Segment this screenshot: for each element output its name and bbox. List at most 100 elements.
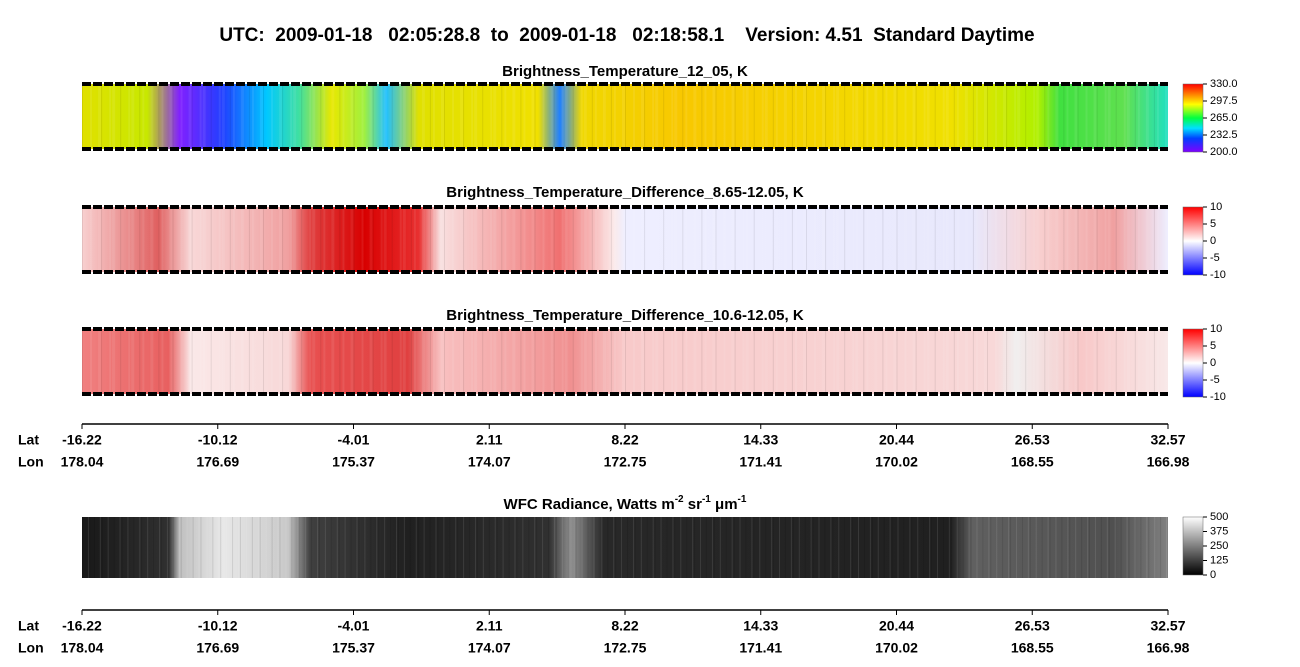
texture	[263, 84, 264, 149]
texture	[896, 84, 898, 149]
image-strip	[82, 207, 1168, 272]
texture	[1047, 207, 1050, 272]
colorbar-label: 5	[1210, 218, 1216, 230]
texture	[654, 517, 656, 578]
texture	[1055, 84, 1059, 149]
texture	[290, 329, 293, 394]
texture	[704, 329, 707, 394]
texture	[904, 329, 907, 394]
texture	[1063, 329, 1065, 394]
texture	[550, 329, 554, 394]
lon-label: 178.04	[61, 454, 104, 470]
texture	[666, 517, 668, 578]
colorbar	[1182, 516, 1204, 576]
texture	[1087, 517, 1089, 578]
texture	[248, 84, 250, 149]
texture	[909, 517, 911, 578]
texture	[745, 329, 749, 394]
texture	[516, 517, 518, 578]
texture	[531, 329, 535, 394]
texture	[372, 329, 374, 394]
texture	[1055, 517, 1057, 578]
texture	[996, 517, 998, 578]
texture	[680, 517, 682, 578]
texture	[1123, 329, 1126, 394]
texture	[1153, 207, 1155, 272]
texture	[534, 84, 536, 149]
texture	[488, 517, 490, 578]
texture	[1145, 207, 1149, 272]
texture	[1047, 84, 1050, 149]
texture	[833, 207, 836, 272]
texture	[779, 517, 781, 578]
colorbar-label: 0	[1210, 357, 1216, 369]
texture	[962, 517, 964, 578]
texture	[1077, 207, 1079, 272]
texture	[701, 329, 703, 394]
colorbar-label: -10	[1210, 391, 1226, 403]
texture	[1153, 329, 1155, 394]
texture	[90, 207, 93, 272]
texture	[641, 329, 645, 394]
texture	[833, 329, 836, 394]
texture	[361, 84, 364, 149]
texture	[764, 329, 768, 394]
texture	[440, 329, 444, 394]
texture	[644, 84, 646, 149]
texture	[218, 517, 220, 578]
texture	[858, 517, 860, 578]
texture	[380, 329, 383, 394]
texture	[98, 329, 102, 394]
texture	[150, 207, 154, 272]
texture	[621, 207, 625, 272]
texture	[1010, 517, 1012, 578]
colorbar-label: -5	[1210, 374, 1220, 386]
texture	[844, 207, 846, 272]
texture	[745, 84, 749, 149]
texture	[1041, 517, 1043, 578]
texture	[432, 329, 435, 394]
texture	[583, 207, 587, 272]
texture	[674, 329, 678, 394]
texture	[1145, 329, 1149, 394]
texture	[248, 329, 250, 394]
texture	[1003, 329, 1007, 394]
texture	[771, 517, 773, 578]
texture	[772, 329, 774, 394]
lon-label: 174.07	[468, 640, 511, 656]
texture	[602, 207, 606, 272]
texture	[474, 517, 476, 578]
texture	[836, 84, 840, 149]
texture	[1123, 84, 1126, 149]
texture	[399, 84, 402, 149]
texture	[863, 517, 865, 578]
texture	[896, 329, 898, 394]
texture	[953, 84, 955, 149]
texture	[221, 84, 225, 149]
texture	[580, 329, 583, 394]
texture	[548, 517, 550, 578]
texture	[692, 517, 694, 578]
texture	[101, 207, 103, 272]
texture	[342, 329, 345, 394]
texture	[615, 517, 617, 578]
texture	[350, 517, 352, 578]
texture	[893, 207, 897, 272]
texture	[660, 517, 662, 578]
texture	[210, 84, 212, 149]
texture	[172, 517, 174, 578]
texture	[331, 329, 335, 394]
texture	[652, 517, 654, 578]
texture	[443, 517, 445, 578]
texture	[874, 329, 878, 394]
texture	[753, 84, 755, 149]
texture	[391, 329, 393, 394]
title-sup: -1	[738, 494, 747, 505]
texture	[410, 84, 412, 149]
texture	[305, 517, 307, 578]
texture	[191, 84, 193, 149]
texture	[1077, 329, 1079, 394]
texture	[1014, 84, 1017, 149]
texture	[995, 84, 998, 149]
texture	[82, 329, 83, 394]
